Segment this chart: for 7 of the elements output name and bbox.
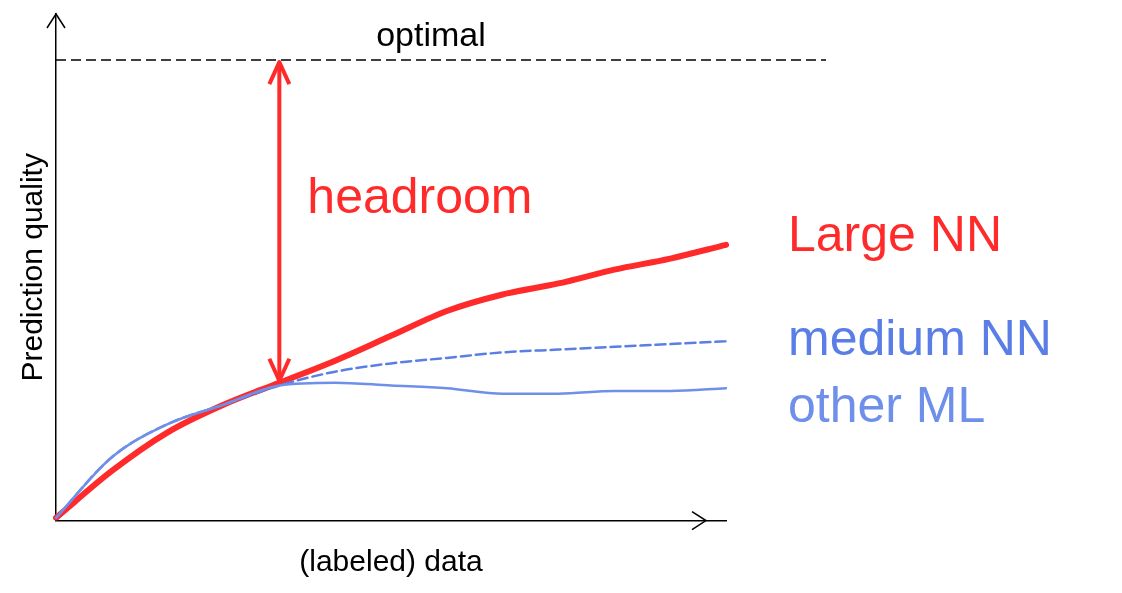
ref-line-label: optimal	[376, 15, 486, 54]
text: headroom	[307, 167, 533, 224]
series-label: Large NN	[788, 205, 1002, 262]
y-axis-title: Prediction quality	[15, 153, 49, 382]
x-axis-title: (labeled) data	[299, 544, 484, 578]
series-label: other ML	[788, 377, 986, 434]
series-label: medium NN	[788, 310, 1052, 367]
